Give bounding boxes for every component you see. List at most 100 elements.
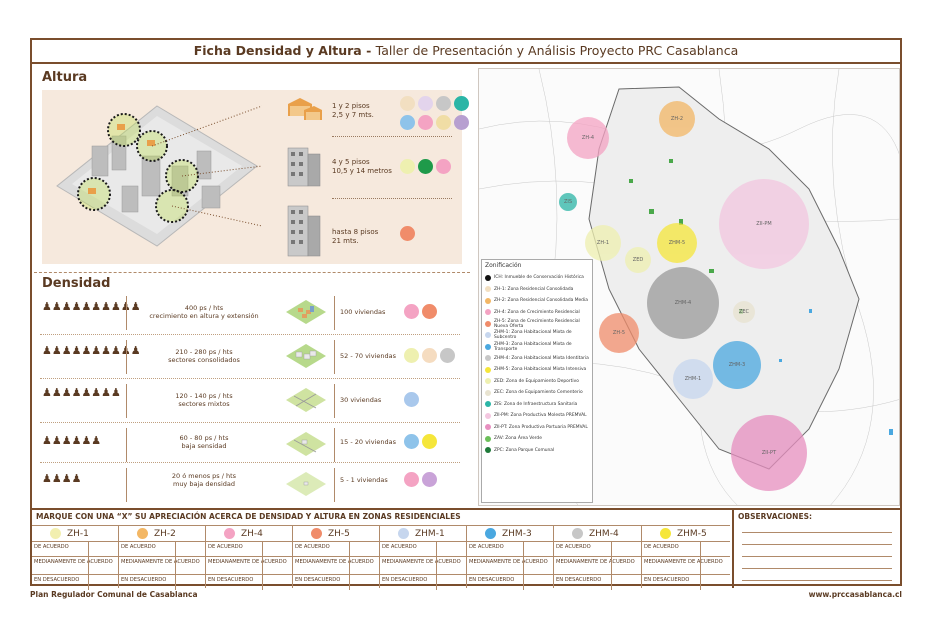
option-medium[interactable]: MEDIANAMENTE DE ACUERDO bbox=[206, 557, 292, 575]
survey-column: ZHM-3 DE ACUERDO MEDIANAMENTE DE ACUERDO… bbox=[467, 525, 554, 590]
title-bold: Ficha Densidad y Altura - bbox=[193, 43, 376, 58]
checkbox[interactable] bbox=[88, 557, 118, 574]
altura-row-2-text2: 10,5 y 14 metros bbox=[332, 167, 392, 175]
option-agree[interactable]: DE ACUERDO bbox=[642, 542, 730, 557]
checkbox[interactable] bbox=[262, 542, 292, 556]
legend-item: ZAV: Zona Área Verde bbox=[485, 433, 589, 445]
legend-item: ZIS: Zona de Infraestructura Sanitaria bbox=[485, 399, 589, 411]
option-disagree[interactable]: EN DESACUERDO bbox=[206, 575, 292, 590]
checkbox[interactable] bbox=[349, 542, 379, 556]
option-medium[interactable]: MEDIANAMENTE DE ACUERDO bbox=[467, 557, 553, 575]
option-agree[interactable]: DE ACUERDO bbox=[467, 542, 553, 557]
observation-line[interactable] bbox=[742, 568, 892, 569]
zone-circle[interactable]: ZED bbox=[625, 247, 651, 273]
observation-line[interactable] bbox=[742, 544, 892, 545]
people-icons: ♟♟♟♟♟♟♟♟♟♟ bbox=[42, 344, 141, 357]
option-agree[interactable]: DE ACUERDO bbox=[554, 542, 641, 557]
altura-row-1-swatches-bottom bbox=[400, 115, 469, 130]
checkbox[interactable] bbox=[700, 557, 730, 574]
zone-circle[interactable]: ZH-2 bbox=[659, 101, 695, 137]
zone-circle[interactable]: ZHM-4 bbox=[647, 267, 719, 339]
zone-circle[interactable]: ZII-PT bbox=[731, 415, 807, 491]
checkbox[interactable] bbox=[349, 575, 379, 590]
altura-heading: Altura bbox=[42, 70, 88, 85]
option-medium[interactable]: MEDIANAMENTE DE ACUERDO bbox=[380, 557, 466, 575]
observation-line[interactable] bbox=[742, 556, 892, 557]
checkbox[interactable] bbox=[436, 542, 466, 556]
option-agree[interactable]: DE ACUERDO bbox=[206, 542, 292, 557]
zone-circle[interactable]: ZHM-3 bbox=[713, 341, 761, 389]
option-disagree[interactable]: EN DESACUERDO bbox=[467, 575, 553, 590]
column-label: ZH-1 bbox=[67, 528, 89, 539]
checkbox[interactable] bbox=[523, 575, 553, 590]
option-disagree[interactable]: EN DESACUERDO bbox=[380, 575, 466, 590]
zone-circle[interactable]: ZEC bbox=[733, 301, 755, 323]
observation-line[interactable] bbox=[742, 532, 892, 533]
footer-url[interactable]: www.prccasablanca.cl bbox=[808, 590, 902, 599]
checkbox[interactable] bbox=[262, 557, 292, 574]
option-agree[interactable]: DE ACUERDO bbox=[293, 542, 379, 557]
zone-circle[interactable]: ZHM-1 bbox=[673, 359, 713, 399]
checkbox[interactable] bbox=[175, 557, 205, 574]
block-illustration bbox=[286, 432, 326, 456]
option-medium[interactable]: MEDIANAMENTE DE ACUERDO bbox=[32, 557, 118, 575]
checkbox[interactable] bbox=[611, 557, 641, 574]
legend-item: ZHM-3: Zona Habitacional Mixta de Transp… bbox=[485, 341, 589, 353]
densidad-row-2: ♟♟♟♟♟♟♟♟♟♟ 210 - 280 ps / hts sectores co… bbox=[34, 338, 470, 376]
checkbox[interactable] bbox=[436, 575, 466, 590]
option-disagree[interactable]: EN DESACUERDO bbox=[32, 575, 118, 590]
option-disagree[interactable]: EN DESACUERDO bbox=[642, 575, 730, 590]
zone-label: ZII-PM bbox=[756, 221, 772, 227]
block-illustration bbox=[286, 472, 326, 496]
zone-circle[interactable]: ZII-PM bbox=[719, 179, 809, 269]
survey-column: ZH-5 DE ACUERDO MEDIANAMENTE DE ACUERDO … bbox=[293, 525, 380, 590]
block-illustration bbox=[286, 300, 326, 324]
den-row-2-text1: 210 - 280 ps / hts bbox=[175, 348, 233, 356]
zoning-map[interactable]: ZH-4 ZH-2 ZIS ZH-1 ZED ZHM-5 ZII-PM ZHM-… bbox=[478, 68, 900, 506]
checkbox[interactable] bbox=[611, 542, 641, 556]
option-medium[interactable]: MEDIANAMENTE DE ACUERDO bbox=[642, 557, 730, 575]
checkbox[interactable] bbox=[611, 575, 641, 590]
altura-panel: 1 y 2 pisos 2,5 y 7 mts. bbox=[42, 90, 469, 264]
den-row-4-text2: baja sensidad bbox=[181, 442, 227, 450]
legend-item: ZHM-4: Zona Habitacional Mixta Identitar… bbox=[485, 353, 589, 365]
altura-separator bbox=[332, 136, 452, 137]
checkbox[interactable] bbox=[523, 557, 553, 574]
checkbox[interactable] bbox=[262, 575, 292, 590]
checkbox[interactable] bbox=[88, 575, 118, 590]
checkbox[interactable] bbox=[88, 542, 118, 556]
checkbox[interactable] bbox=[175, 542, 205, 556]
zone-circle[interactable]: ZH-1 bbox=[585, 225, 621, 261]
den-row-1-text2: crecimiento en altura y extensión bbox=[149, 312, 259, 320]
option-agree[interactable]: DE ACUERDO bbox=[32, 542, 118, 557]
checkbox[interactable] bbox=[175, 575, 205, 590]
zone-circle[interactable]: ZIS bbox=[559, 193, 577, 211]
option-medium[interactable]: MEDIANAMENTE DE ACUERDO bbox=[554, 557, 641, 575]
checkbox[interactable] bbox=[700, 575, 730, 590]
zone-label: ZH-1 bbox=[596, 240, 610, 246]
option-medium[interactable]: MEDIANAMENTE DE ACUERDO bbox=[119, 557, 205, 575]
legend-item: ZH-4: Zona de Crecimiento Residencial bbox=[485, 307, 589, 319]
low-house-icon bbox=[288, 98, 322, 120]
zone-circle[interactable]: ZHM-5 bbox=[657, 223, 697, 263]
people-icons: ♟♟♟♟♟♟♟♟ bbox=[42, 386, 121, 399]
option-medium[interactable]: MEDIANAMENTE DE ACUERDO bbox=[293, 557, 379, 575]
checkbox[interactable] bbox=[349, 557, 379, 574]
checkbox[interactable] bbox=[436, 557, 466, 574]
observation-line[interactable] bbox=[742, 580, 892, 581]
column-label: ZHM-1 bbox=[415, 528, 445, 539]
option-disagree[interactable]: EN DESACUERDO bbox=[554, 575, 641, 590]
option-agree[interactable]: DE ACUERDO bbox=[119, 542, 205, 557]
footer-left: Plan Regulador Comunal de Casablanca bbox=[30, 590, 198, 599]
observations-box[interactable]: OBSERVACIONES: bbox=[732, 510, 900, 588]
map-legend: Zonificación ICH: Inmueble de Conservaci… bbox=[481, 259, 593, 503]
option-disagree[interactable]: EN DESACUERDO bbox=[293, 575, 379, 590]
checkbox[interactable] bbox=[523, 542, 553, 556]
option-disagree[interactable]: EN DESACUERDO bbox=[119, 575, 205, 590]
option-agree[interactable]: DE ACUERDO bbox=[380, 542, 466, 557]
zone-circle[interactable]: ZH-4 bbox=[567, 117, 609, 159]
zone-circle[interactable]: ZH-5 bbox=[599, 313, 639, 353]
legend-item: ZII-PM: Zona Productiva Molesta PREMVAL bbox=[485, 410, 589, 422]
swatch bbox=[418, 96, 433, 111]
checkbox[interactable] bbox=[700, 542, 730, 556]
